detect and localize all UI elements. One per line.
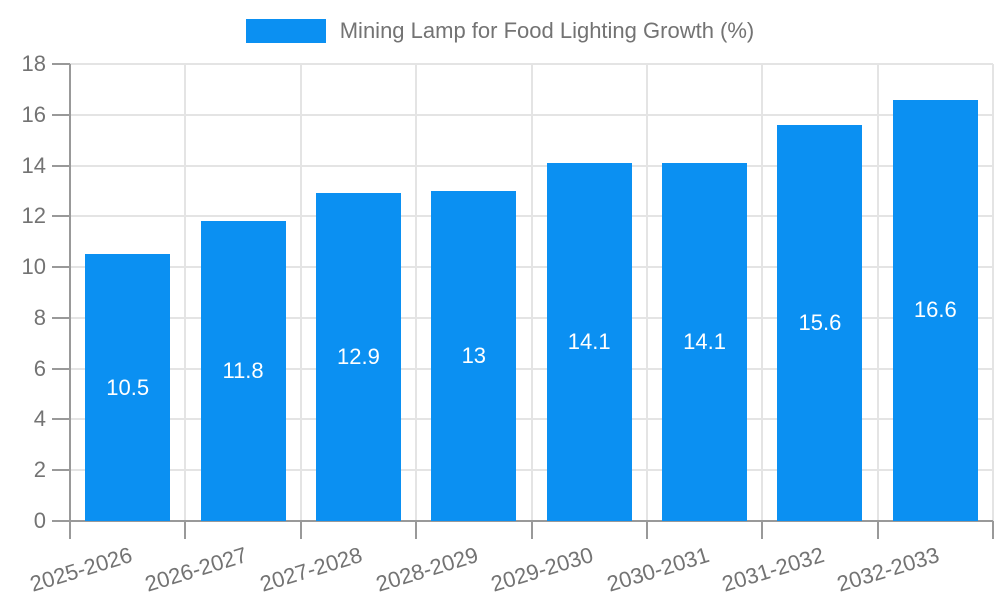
gridline-vertical [876,64,879,521]
x-axis-tick [876,521,879,539]
x-axis-tick [530,521,533,539]
bar [85,254,171,521]
bar [315,193,401,521]
y-axis-tick [52,215,70,218]
y-axis-tick-label: 0 [33,508,46,533]
x-axis-tick [299,521,302,539]
bar-value-label: 13 [461,342,487,368]
y-axis-tick-label: 18 [21,51,46,76]
y-axis-tick-label: 4 [33,406,46,432]
x-axis-tick [69,521,71,539]
gridline-vertical [415,64,418,521]
gridline-vertical [645,64,648,521]
y-axis-tick-label: 6 [33,355,46,381]
bar [200,221,286,521]
bar-value-label: 12.9 [337,344,380,370]
y-axis-tick [52,469,70,472]
gridline-vertical [530,64,533,521]
bar [662,163,748,521]
x-axis-tick [415,521,418,539]
bar-value-label: 10.5 [106,374,150,400]
y-axis-tick [52,418,70,421]
x-axis-tick [992,521,994,539]
y-axis-tick [52,164,70,167]
y-axis-tick [52,113,70,116]
y-axis-tick-label: 2 [33,457,46,483]
gridline-vertical [761,64,764,521]
bar [777,124,863,521]
bar-value-label: 16.6 [913,297,957,323]
legend-label: Mining Lamp for Food Lighting Growth (%) [339,18,755,43]
y-axis-tick [52,316,70,319]
bar-value-label: 15.6 [798,309,842,335]
gridline-vertical [184,64,187,521]
x-axis-tick [761,521,764,539]
legend[interactable]: Mining Lamp for Food Lighting Growth (%) [0,18,1000,44]
y-axis-tick-label: 12 [21,203,46,229]
bar [431,190,517,521]
y-axis-tick-label: 14 [21,152,46,178]
bar-value-label: 11.8 [222,358,264,384]
y-axis-tick [52,63,70,65]
gridline-vertical [992,64,994,521]
y-axis-tick-label: 10 [21,254,46,280]
y-axis-tick [52,266,70,269]
bar [546,163,632,521]
bar [892,99,978,521]
y-axis-tick-label: 8 [33,304,46,330]
legend-swatch-icon [245,19,326,43]
x-axis-tick [184,521,187,539]
x-axis-line [70,520,993,522]
x-axis-tick [645,521,648,539]
bar-value-label: 14.1 [683,329,726,354]
y-axis-tick-label: 16 [21,101,46,127]
y-axis-tick [52,367,70,370]
y-axis-tick [52,520,70,522]
gridline-vertical [299,64,302,521]
bar-value-label: 14.1 [567,329,611,354]
y-axis-line [69,64,71,521]
